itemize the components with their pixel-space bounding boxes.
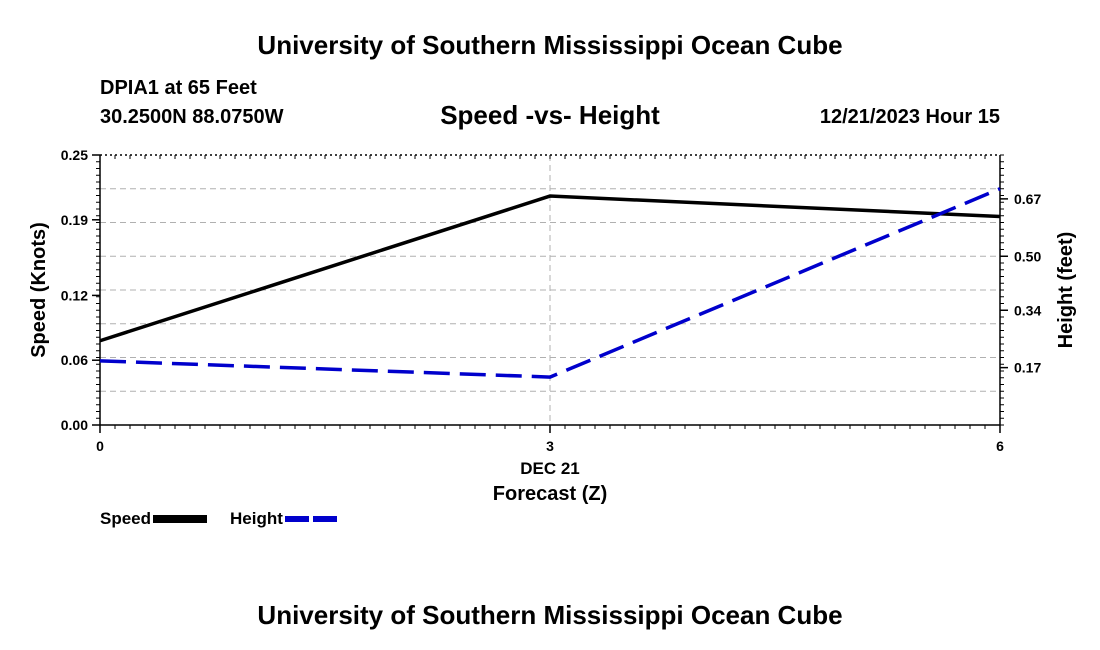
legend-speed: Speed bbox=[100, 509, 208, 529]
x-tick-label: 6 bbox=[996, 438, 1004, 454]
legend-height-label: Height bbox=[230, 509, 283, 528]
y-axis-left-label: Speed (Knots) bbox=[28, 222, 50, 358]
speed-height-chart: 0.00 0.06 0.12 0.19 0.25 0.17 0.34 0.50 0.67 0 3 6 D… bbox=[28, 147, 1077, 505]
x-date-label: DEC 21 bbox=[520, 459, 580, 478]
footer-title: University of Southern Mississippi Ocean… bbox=[257, 600, 843, 630]
station-label: DPIA1 at 65 Feet bbox=[100, 77, 257, 99]
y-left-tick-label: 0.19 bbox=[61, 212, 88, 228]
x-axis-label: Forecast (Z) bbox=[493, 483, 607, 505]
series-line-speed bbox=[99, 194, 1001, 343]
y-right-tick-label: 0.67 bbox=[1014, 191, 1041, 207]
chart-title: Speed -vs- Height bbox=[440, 100, 660, 130]
legend-height: Height bbox=[230, 509, 339, 529]
datetime-label: 12/21/2023 Hour 15 bbox=[819, 106, 1000, 128]
y-left-tick-label: 0.12 bbox=[61, 287, 88, 303]
page-title: University of Southern Mississippi Ocean… bbox=[257, 30, 843, 60]
coordinates-label: 30.2500N 88.0750W bbox=[100, 106, 284, 128]
series-line-height bbox=[99, 187, 1001, 379]
x-tick-label: 3 bbox=[546, 438, 554, 454]
y-left-tick-label: 0.25 bbox=[61, 147, 88, 163]
y-left-tick-label: 0.00 bbox=[61, 417, 88, 433]
legend-speed-label: Speed bbox=[100, 509, 152, 528]
legend-height-swatch bbox=[284, 516, 339, 522]
x-tick-label: 0 bbox=[96, 438, 104, 454]
legend-speed-swatch bbox=[153, 515, 208, 523]
y-right-tick-label: 0.34 bbox=[1014, 302, 1041, 318]
y-right-tick-label: 0.17 bbox=[1014, 360, 1041, 376]
y-left-tick-label: 0.06 bbox=[61, 352, 88, 368]
y-axis-right-label: Height (feet) bbox=[1055, 232, 1077, 349]
y-right-tick-label: 0.50 bbox=[1014, 248, 1041, 264]
